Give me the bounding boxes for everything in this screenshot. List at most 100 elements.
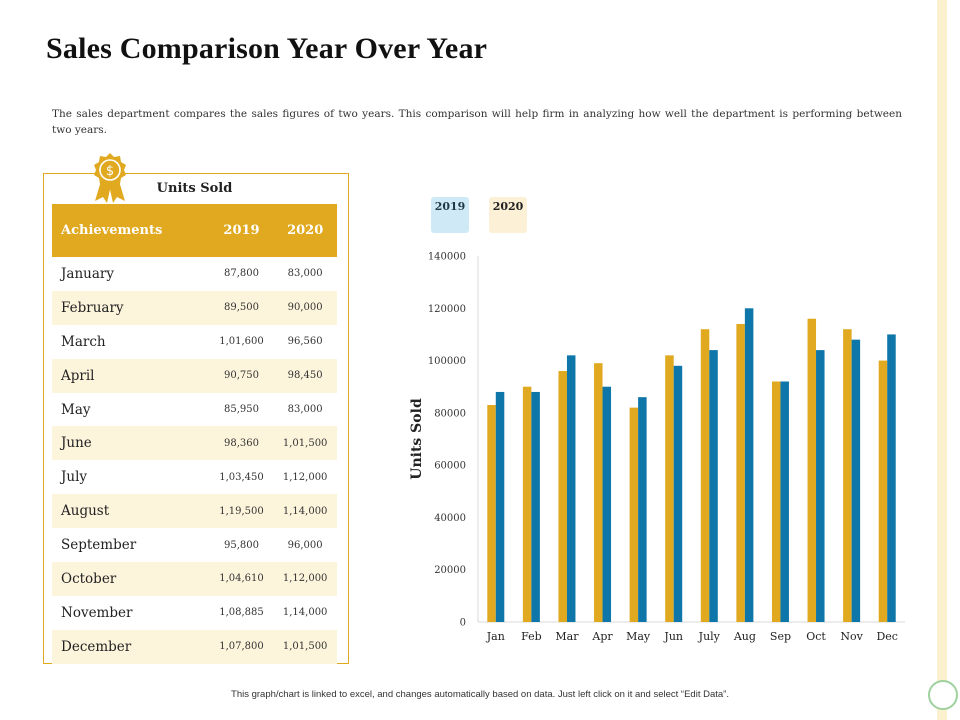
header-achievements: Achievements <box>52 204 210 257</box>
month-cell: June <box>52 426 210 461</box>
month-cell: May <box>61 401 91 418</box>
month-cell: April <box>52 358 210 393</box>
table-header-row: Achievements 2019 2020 <box>52 204 337 257</box>
bar-2019-mar <box>558 371 567 622</box>
month-cell: December <box>52 629 210 664</box>
table-row: June 98,360 1,01,500 <box>52 426 337 461</box>
corner-circle-icon <box>928 680 958 710</box>
value-2020-cell: 1,12,000 <box>282 471 328 483</box>
value-2020-cell: 83,000 <box>287 268 323 280</box>
month-cell: August <box>52 494 210 529</box>
bar-2019-may <box>629 407 639 622</box>
bar-2019-sep <box>771 381 781 622</box>
x-tick-label: Apr <box>591 630 613 643</box>
y-tick-label: 100000 <box>428 356 466 367</box>
bar-2020-nov <box>851 339 861 622</box>
bar-2020-mar <box>566 355 576 622</box>
y-tick-label: 60000 <box>434 461 466 472</box>
month-cell: November <box>61 604 133 621</box>
table-row: December 1,07,800 1,01,500 <box>52 629 337 664</box>
bar-2020-july <box>709 350 718 622</box>
bar-2019-feb <box>522 386 532 622</box>
y-tick-label: 20000 <box>434 565 466 576</box>
bar-2019-nov <box>843 329 852 622</box>
month-cell: March <box>61 333 106 350</box>
legend-item-2019: 2019 <box>431 197 469 233</box>
value-2019-cell: 90,750 <box>209 358 274 393</box>
x-tick-label: Dec <box>876 630 898 643</box>
y-axis-label: Units Sold <box>409 398 425 480</box>
bar-2019-jun <box>665 355 674 622</box>
value-2020-cell: 83,000 <box>287 404 323 415</box>
table-row: January 87,800 83,000 <box>52 257 337 291</box>
value-2019-cell: 1,08,885 <box>219 607 264 619</box>
value-2019-cell: 1,04,610 <box>209 562 274 596</box>
legend-label-2019: 2019 <box>434 200 466 213</box>
legend-item-2020: 2020 <box>489 197 527 233</box>
x-tick-label: Jan <box>486 630 505 643</box>
value-2020-cell: 90,000 <box>273 290 337 325</box>
value-2020-cell: 1,12,000 <box>273 562 337 596</box>
table-row: November 1,08,885 1,14,000 <box>52 596 337 630</box>
bar-2020-sep <box>780 381 789 622</box>
y-tick-label: 80000 <box>434 408 466 419</box>
value-2019-cell: 89,500 <box>209 290 274 325</box>
value-2019-cell: 1,03,450 <box>219 471 264 483</box>
month-cell: February <box>52 290 210 325</box>
bar-2020-jan <box>495 391 505 622</box>
value-2020-cell: 1,01,500 <box>273 629 337 664</box>
table-row: March 1,01,600 96,560 <box>52 325 337 359</box>
decorative-side-stripe <box>937 0 947 720</box>
value-2020-cell: 1,14,000 <box>273 494 337 529</box>
header-2020: 2020 <box>273 204 337 257</box>
bar-2019-oct <box>807 318 817 622</box>
y-tick-label: 140000 <box>428 252 466 263</box>
x-tick-label: Nov <box>840 630 863 643</box>
bar-2019-july <box>700 329 710 622</box>
value-2019-cell: 1,19,500 <box>209 494 274 529</box>
value-2019-cell: 85,950 <box>224 404 259 415</box>
bar-2020-aug <box>744 308 754 622</box>
x-tick-label: May <box>626 630 651 643</box>
value-2019-cell: 95,800 <box>224 539 259 551</box>
bar-2019-apr <box>594 363 603 622</box>
value-2020-cell: 1,14,000 <box>282 607 328 619</box>
table-caption: Units Sold <box>156 181 233 196</box>
award-badge-icon: $ <box>94 153 126 203</box>
value-2019-cell: 1,01,600 <box>219 336 264 348</box>
x-tick-label: July <box>698 630 721 643</box>
y-tick-label: 40000 <box>434 513 466 524</box>
legend-label-2020: 2020 <box>492 200 524 213</box>
header-2019: 2019 <box>209 204 274 257</box>
table-row: February 89,500 90,000 <box>52 290 337 325</box>
month-cell: July <box>61 469 88 486</box>
page-title: Sales Comparison Year Over Year <box>46 32 488 65</box>
svg-text:$: $ <box>106 164 114 179</box>
footer-note: This graph/chart is linked to excel, and… <box>231 689 729 700</box>
table-row: October 1,04,610 1,12,000 <box>52 562 337 596</box>
value-2019-cell: 1,07,800 <box>209 629 274 664</box>
month-cell: September <box>61 537 137 554</box>
table-row: April 90,750 98,450 <box>52 358 337 393</box>
bar-2020-oct <box>816 350 825 622</box>
x-tick-label: Feb <box>521 630 542 643</box>
month-cell: January <box>61 265 114 282</box>
x-tick-label: Jun <box>663 630 683 643</box>
units-sold-table: Achievements 2019 2020 January 87,800 83,0… <box>52 204 337 664</box>
value-2019-cell: 98,360 <box>209 426 274 461</box>
bar-2020-feb <box>531 391 540 622</box>
value-2019-cell: 87,800 <box>224 268 259 280</box>
x-tick-label: Sep <box>770 630 791 643</box>
x-tick-label: Mar <box>555 630 579 643</box>
value-2020-cell: 96,000 <box>287 539 323 551</box>
units-sold-bar-chart: 0 20000 40000 60000 80000 100000 120000 140000 U… <box>409 252 905 643</box>
table-row: July 1,03,450 1,12,000 <box>52 460 337 494</box>
bar-2020-may <box>638 397 647 622</box>
x-tick-label: Oct <box>806 630 826 643</box>
bar-2019-dec <box>878 360 888 622</box>
table-row: May 85,950 83,000 <box>52 393 337 427</box>
page-description: The sales department compares the sales … <box>52 108 902 136</box>
bar-2020-apr <box>602 386 612 622</box>
table-row: September 95,800 96,000 <box>52 528 337 562</box>
value-2020-cell: 1,01,500 <box>273 426 337 461</box>
